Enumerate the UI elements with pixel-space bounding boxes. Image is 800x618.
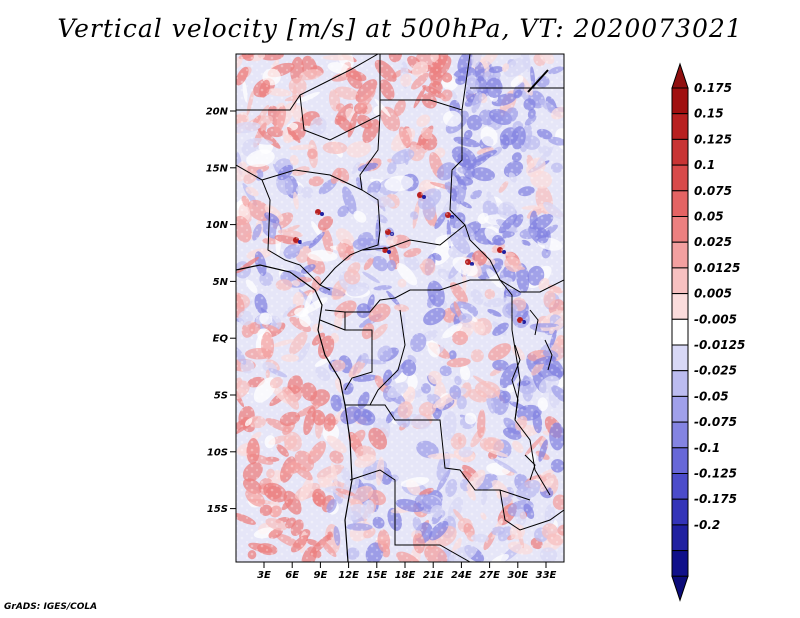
colorbar-swatch bbox=[671, 344, 689, 372]
colorbar-label: 0.175 bbox=[694, 81, 732, 95]
colorbar-label: -0.005 bbox=[694, 312, 737, 326]
colorbar-max-arrow bbox=[671, 62, 689, 89]
colorbar-label: -0.0125 bbox=[694, 338, 745, 352]
colorbar-swatch bbox=[671, 473, 689, 500]
lon-tick-label: 15E bbox=[366, 570, 387, 581]
colorbar-label: -0.125 bbox=[694, 467, 737, 481]
colorbar-swatch bbox=[671, 216, 689, 243]
lon-tick-label: 6E bbox=[285, 570, 299, 581]
lat-tick-label: 15N bbox=[206, 163, 229, 174]
lon-tick-label: 27E bbox=[479, 570, 500, 581]
colorbar-swatch bbox=[671, 498, 689, 526]
lon-tick-label: 9E bbox=[314, 570, 328, 581]
colorbar-swatch bbox=[671, 190, 689, 218]
lat-tick-label: 15S bbox=[207, 504, 228, 515]
colorbar-swatch bbox=[671, 395, 689, 423]
velocity-field bbox=[236, 54, 564, 562]
colorbar-label: 0.05 bbox=[694, 210, 724, 224]
colorbar-label: -0.025 bbox=[694, 364, 737, 378]
lon-tick-label: 3E bbox=[257, 570, 271, 581]
lon-tick-label: 33E bbox=[536, 570, 557, 581]
colorbar-label: 0.1 bbox=[694, 158, 715, 172]
colorbar-label: -0.175 bbox=[694, 492, 737, 506]
lat-tick-label: 5S bbox=[214, 391, 228, 402]
colorbar-swatch bbox=[671, 370, 689, 397]
lat-tick-label: EQ bbox=[213, 334, 229, 345]
colorbar-swatch bbox=[671, 293, 689, 320]
colorbar-label: -0.2 bbox=[694, 518, 720, 532]
lon-tick-label: 12E bbox=[338, 570, 359, 581]
lon-tick-label: 24E bbox=[451, 570, 472, 581]
colorbar-swatch bbox=[671, 267, 689, 295]
latitude-axis: 20N 15N 10N 5N EQ 5S 10S 15S bbox=[206, 107, 236, 515]
colorbar-label: 0.025 bbox=[694, 235, 732, 249]
colorbar-label: -0.05 bbox=[694, 389, 729, 403]
longitude-axis: 3E 6E 9E 12E 15E 18E 21E 24E 27E 30E 33E bbox=[257, 562, 557, 581]
colorbar-swatch bbox=[671, 421, 689, 449]
colorbar-label: -0.075 bbox=[694, 415, 737, 429]
lon-tick-label: 30E bbox=[507, 570, 528, 581]
colorbar-swatch bbox=[671, 241, 689, 269]
page-title: Vertical velocity [m/s] at 500hPa, VT: 2… bbox=[57, 14, 743, 43]
colorbar-label: 0.075 bbox=[694, 184, 732, 198]
colorbar-swatch bbox=[671, 138, 689, 166]
colorbar-label: 0.005 bbox=[694, 287, 732, 301]
colorbar-label: 0.125 bbox=[694, 132, 732, 146]
colorbar-label: -0.1 bbox=[694, 441, 720, 455]
lon-tick-label: 18E bbox=[395, 570, 416, 581]
colorbar-swatch bbox=[671, 318, 689, 346]
colorbar-swatch bbox=[671, 113, 689, 140]
lat-tick-label: 10N bbox=[206, 220, 229, 231]
country-borders bbox=[236, 54, 564, 562]
lat-tick-label: 5N bbox=[213, 277, 229, 288]
colorbar-min-arrow bbox=[671, 575, 689, 602]
colorbar-swatch bbox=[671, 524, 689, 552]
lat-tick-label: 10S bbox=[207, 447, 228, 458]
colorbar-swatch bbox=[671, 447, 689, 474]
colorbar-label: 0.15 bbox=[694, 107, 724, 121]
colorbar-swatch bbox=[671, 550, 689, 577]
lat-tick-label: 20N bbox=[206, 107, 229, 118]
grads-credit: GrADS: IGES/COLA bbox=[4, 602, 98, 612]
colorbar-swatch bbox=[671, 87, 689, 115]
colorbar: 0.175 0.15 0.125 0.1 0.075 0.05 0.025 0.0125 0.0… bbox=[671, 62, 745, 602]
colorbar-label: 0.0125 bbox=[694, 261, 740, 275]
map-frame bbox=[235, 53, 565, 563]
lon-tick-label: 21E bbox=[423, 570, 444, 581]
colorbar-swatch bbox=[671, 164, 689, 192]
